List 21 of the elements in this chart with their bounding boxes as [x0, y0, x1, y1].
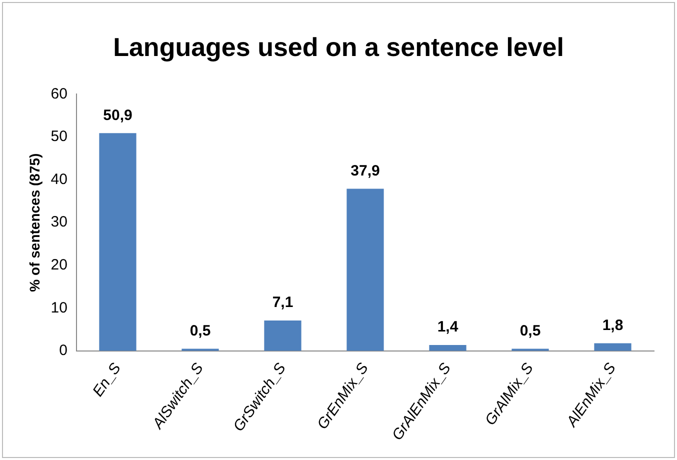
data-label: 50,9 — [103, 106, 132, 124]
y-tick-label: 40 — [50, 170, 68, 188]
chart-title: Languages used on a sentence level — [113, 32, 564, 62]
data-label: 37,9 — [350, 162, 380, 180]
y-tick-label: 0 — [59, 342, 68, 360]
data-label: 1,8 — [602, 316, 624, 334]
bar — [99, 133, 136, 351]
y-tick-label: 20 — [50, 256, 68, 274]
data-label: 0,5 — [190, 322, 211, 340]
bar — [429, 344, 466, 351]
data-label: 1,4 — [437, 318, 459, 336]
bar — [346, 188, 384, 351]
y-tick-label: 10 — [50, 299, 68, 316]
y-tick-label: 50 — [50, 128, 68, 146]
y-tick-label: 30 — [50, 214, 68, 231]
y-tick-label: 60 — [50, 85, 68, 102]
data-label: 0,5 — [520, 322, 541, 340]
bar — [594, 343, 632, 351]
data-label: 7,1 — [272, 294, 294, 312]
y-axis-title: % of sentences (875) — [26, 153, 42, 292]
bar — [264, 320, 302, 351]
